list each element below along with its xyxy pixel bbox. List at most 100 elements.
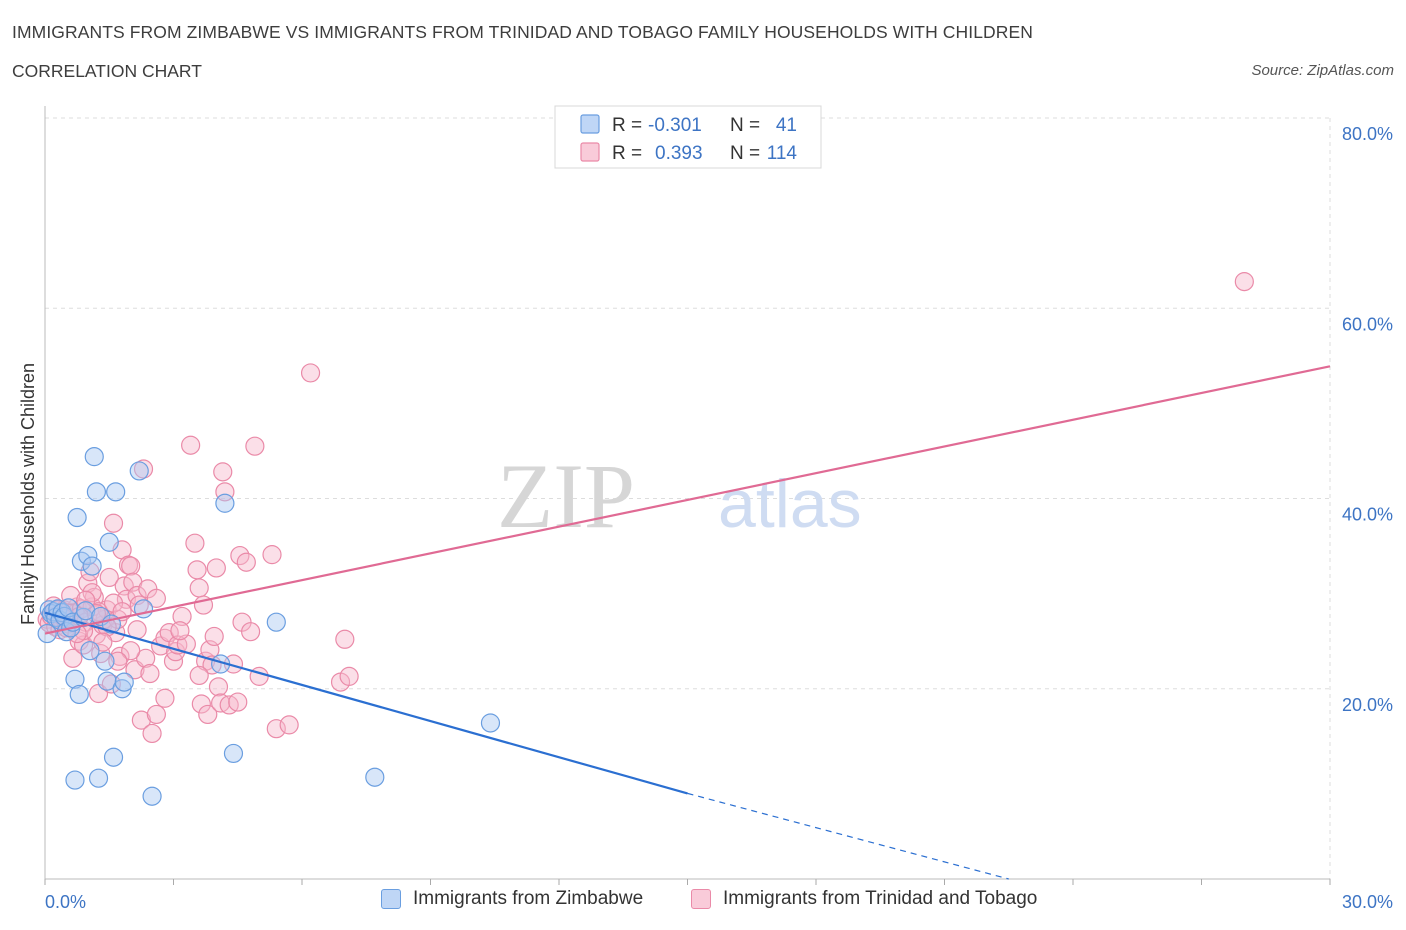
scatter-point [142, 786, 162, 806]
scatter-point [131, 710, 151, 730]
stats-legend: R = -0.301 N = 41 R = 0.393 N = 114 [554, 105, 822, 169]
scatter-point [204, 626, 224, 647]
legend-swatch-zimbabwe [381, 889, 401, 909]
scatter-point [67, 507, 87, 528]
scatter-point [163, 651, 184, 671]
scatter-point [65, 770, 85, 790]
scatter-point [1234, 272, 1254, 292]
source-credit: Source: ZipAtlas.com [1251, 62, 1394, 79]
stats-swatch-zimbabwe [580, 114, 600, 134]
scatter-point [480, 713, 501, 733]
stats-r-value-2: 0.393 [655, 143, 703, 164]
scatter-point [82, 583, 102, 603]
stats-r-value-1: -0.301 [648, 115, 702, 136]
series-zimbabwe-points [37, 447, 501, 806]
scatter-point [279, 715, 299, 735]
axes [44, 106, 1331, 885]
scatter-point [245, 436, 265, 456]
scatter-point [146, 704, 166, 725]
scatter-point [241, 622, 261, 642]
scatter-point [262, 545, 282, 565]
stats-swatch-trinidad [580, 142, 600, 162]
watermark: ZIP atlas [497, 445, 862, 547]
scatter-point [335, 629, 355, 649]
scatter-point [228, 692, 248, 712]
grid-lines [45, 117, 1331, 879]
scatter-point [140, 663, 160, 684]
legend-label-trinidad: Immigrants from Trinidad and Tobago [723, 888, 1038, 909]
y-tick-label: 20.0% [1342, 695, 1393, 715]
legend-swatch-trinidad [691, 889, 711, 909]
scatter-point [86, 482, 107, 502]
scatter-point [61, 585, 81, 606]
stats-n-label-2: N = [730, 143, 760, 164]
stats-r-label-2: R = [612, 143, 642, 164]
legend-item-trinidad: Immigrants from Trinidad and Tobago [691, 888, 1037, 910]
x-tick-label-max: 30.0% [1342, 892, 1393, 912]
scatter-point [266, 719, 286, 739]
scatter-point [97, 671, 117, 691]
stats-n-label-1: N = [730, 115, 760, 136]
scatter-point [99, 567, 119, 588]
scatter-point [208, 677, 229, 697]
scatter-point [215, 482, 235, 502]
scatter-point [266, 612, 286, 632]
scatter-point [103, 513, 124, 533]
x-tick-label-min: 0.0% [45, 892, 86, 912]
scatter-point [155, 688, 175, 708]
y-tick-label: 60.0% [1342, 314, 1393, 334]
watermark-atlas: atlas [718, 466, 862, 542]
scatter-point [86, 624, 107, 645]
chart-subtitle: CORRELATION CHART [12, 61, 202, 81]
y-tick-labels: 20.0% 40.0% 60.0% 80.0% [1342, 124, 1393, 715]
scatter-point [80, 641, 100, 661]
scatter-point [88, 768, 109, 788]
scatter-point [121, 641, 141, 661]
scatter-point [170, 621, 190, 641]
scatter-point [65, 669, 85, 689]
trend-line-zimbabwe [44, 611, 688, 795]
stats-n-value-2: 114 [767, 143, 798, 164]
scatter-point [76, 601, 96, 621]
series-legend: Immigrants from Zimbabwe Immigrants from… [0, 888, 1406, 918]
scatter-point [76, 590, 96, 610]
scatter-point [69, 684, 89, 705]
scatter-point [99, 532, 119, 552]
scatter-point [236, 552, 256, 572]
watermark-zip: ZIP [497, 445, 635, 547]
scatter-point [78, 545, 98, 566]
scatter-point [365, 767, 385, 787]
scatter-point [213, 462, 233, 482]
scatter-point [129, 461, 149, 481]
scatter-point [189, 578, 209, 598]
y-axis-label: Family Households with Children [18, 363, 38, 625]
scatter-point [198, 704, 218, 725]
legend-label-zimbabwe: Immigrants from Zimbabwe [413, 888, 644, 909]
scatter-point [82, 556, 102, 576]
scatter-point [187, 560, 207, 580]
scatter-point [121, 556, 141, 576]
scatter-point [106, 482, 126, 502]
scatter-point [146, 588, 166, 608]
chart-title: IMMIGRANTS FROM ZIMBABWE VS IMMIGRANTS F… [12, 22, 1034, 42]
scatter-point [63, 648, 83, 668]
scatter-point [206, 558, 226, 578]
scatter-point [189, 665, 209, 686]
trend-lines [44, 365, 1331, 880]
scatter-point [172, 606, 192, 627]
scatter-point [300, 363, 321, 383]
scatter-point [191, 694, 211, 714]
scatter-point [103, 747, 124, 767]
scatter-point [142, 723, 162, 744]
scatter-point [223, 743, 244, 764]
legend-item-zimbabwe: Immigrants from Zimbabwe [381, 888, 643, 910]
scatter-point [84, 447, 104, 467]
stats-r-label-1: R = [612, 115, 642, 136]
scatter-point [339, 666, 359, 686]
scatter-point [114, 672, 134, 692]
trend-line-trinidad [44, 365, 1331, 635]
scatter-point [215, 493, 235, 513]
scatter-point [185, 533, 205, 553]
scatter-point [95, 651, 115, 671]
